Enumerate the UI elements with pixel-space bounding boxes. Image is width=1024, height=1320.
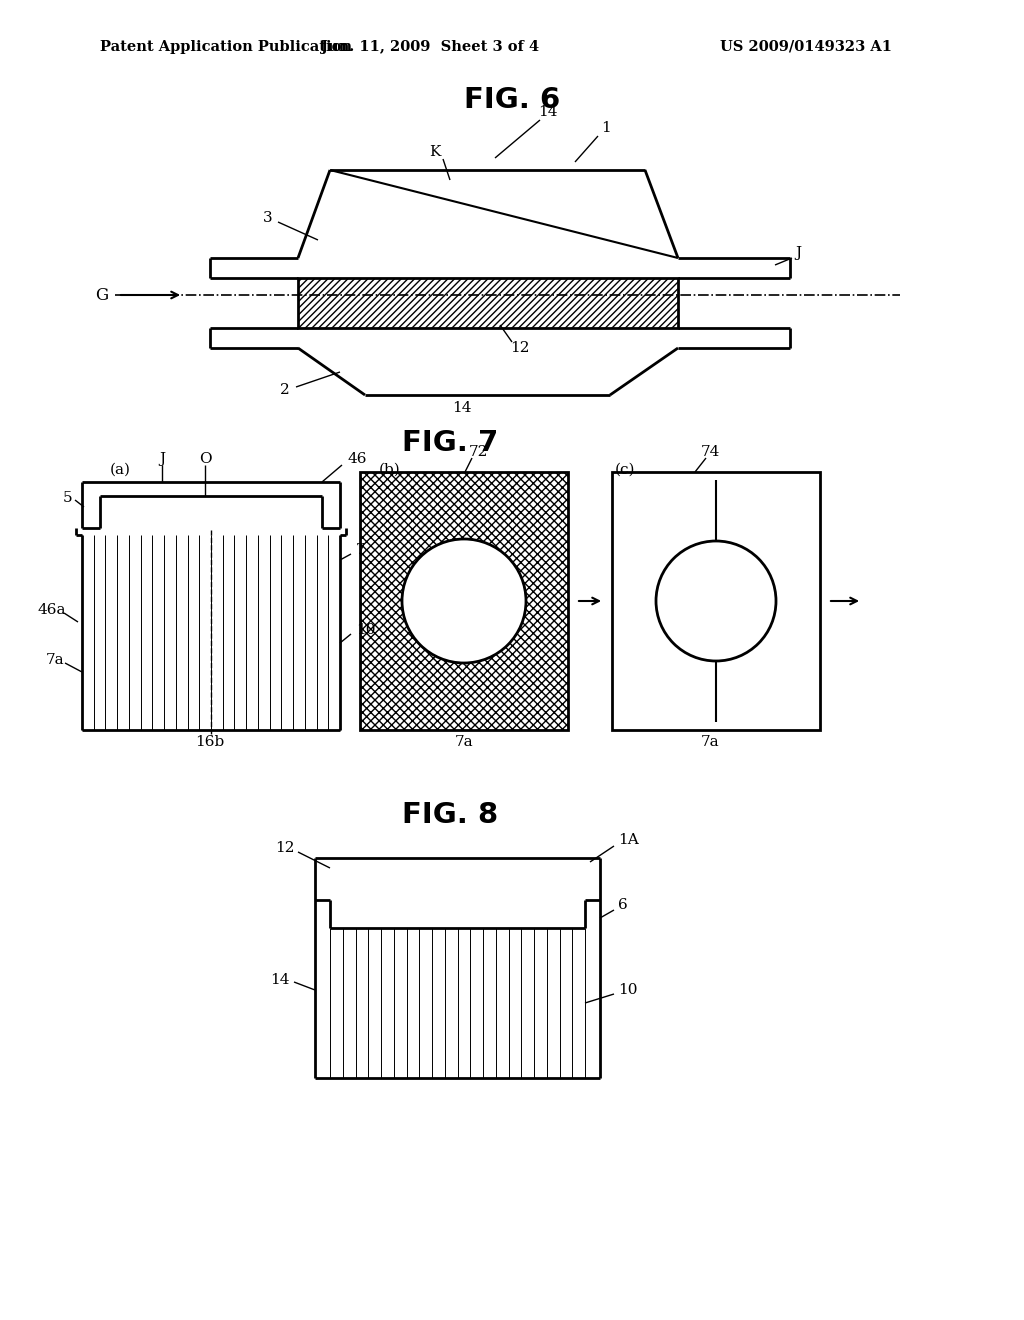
Text: 12: 12	[275, 841, 295, 855]
Text: 5: 5	[63, 491, 73, 506]
Text: FIG. 8: FIG. 8	[402, 801, 498, 829]
Text: 7: 7	[356, 543, 366, 557]
Bar	[298, 279, 678, 327]
Text: FIG. 6: FIG. 6	[464, 86, 560, 114]
Text: 2: 2	[281, 383, 290, 397]
Text: Jun. 11, 2009  Sheet 3 of 4: Jun. 11, 2009 Sheet 3 of 4	[321, 40, 539, 54]
Circle shape	[656, 541, 776, 661]
Text: 10: 10	[356, 623, 376, 638]
Text: 6: 6	[618, 898, 628, 912]
Text: J: J	[795, 246, 801, 260]
Text: 14: 14	[453, 401, 472, 414]
Text: J: J	[159, 451, 165, 466]
Text: 14: 14	[539, 106, 558, 119]
Text: 12: 12	[510, 341, 529, 355]
Text: (b): (b)	[379, 463, 400, 477]
Text: FIG. 7: FIG. 7	[401, 429, 499, 457]
Text: K: K	[429, 145, 440, 158]
Text: 46: 46	[348, 451, 368, 466]
Bar	[360, 473, 568, 730]
Text: (c): (c)	[614, 463, 635, 477]
Text: O: O	[199, 451, 211, 466]
Text: 16b: 16b	[196, 735, 224, 748]
Text: G: G	[95, 286, 108, 304]
Text: 46a: 46a	[38, 603, 67, 616]
Text: 74: 74	[700, 445, 720, 459]
Text: 7a: 7a	[46, 653, 65, 667]
Text: US 2009/0149323 A1: US 2009/0149323 A1	[720, 40, 892, 54]
Text: 1: 1	[601, 121, 611, 135]
Text: 7a: 7a	[455, 735, 473, 748]
Text: (a): (a)	[110, 463, 130, 477]
Text: 7a: 7a	[700, 735, 719, 748]
Bar	[612, 473, 820, 730]
Circle shape	[402, 539, 526, 663]
Text: 72: 72	[468, 445, 487, 459]
Text: 1A: 1A	[618, 833, 639, 847]
Text: 14: 14	[270, 973, 290, 987]
Text: 10: 10	[618, 983, 638, 997]
Text: Patent Application Publication: Patent Application Publication	[100, 40, 352, 54]
Text: 3: 3	[263, 211, 272, 224]
